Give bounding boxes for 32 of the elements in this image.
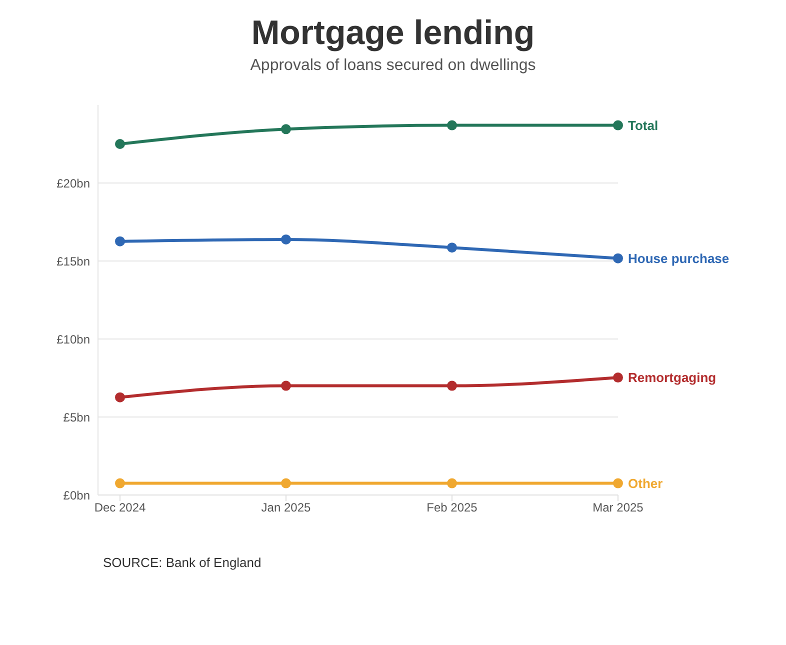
y-tick-label: £10bn <box>56 332 90 346</box>
point <box>281 234 291 244</box>
point <box>613 372 623 383</box>
point <box>115 139 125 149</box>
series-label: Other <box>628 476 663 491</box>
point <box>115 236 125 246</box>
chart-subtitle: Approvals of loans secured on dwellings <box>249 57 537 75</box>
y-tick-label: £20bn <box>56 176 90 190</box>
point <box>447 242 457 253</box>
x-tick-label: Dec 2024 <box>94 500 146 515</box>
point <box>281 380 291 391</box>
point <box>613 478 623 488</box>
point <box>115 478 125 488</box>
y-tick-label: £0bn <box>63 488 90 502</box>
point <box>613 120 623 130</box>
point <box>447 478 457 488</box>
series-label: Remortgaging <box>628 370 716 386</box>
chart-title: Mortgage lending <box>250 14 536 53</box>
point <box>447 120 457 130</box>
source-note: SOURCE: Bank of England <box>103 555 262 570</box>
y-tick-label: £15bn <box>56 254 90 268</box>
point <box>281 124 291 134</box>
point <box>613 253 623 264</box>
point <box>447 380 457 391</box>
x-tick-label: Jan 2025 <box>261 500 312 515</box>
y-tick-label: £5bn <box>63 410 90 424</box>
series-label: Total <box>628 118 658 133</box>
point <box>281 478 291 488</box>
series-label: House purchase <box>628 250 730 266</box>
x-tick-label: Mar 2025 <box>592 500 644 515</box>
point <box>115 392 125 402</box>
x-tick-label: Feb 2025 <box>426 500 478 515</box>
